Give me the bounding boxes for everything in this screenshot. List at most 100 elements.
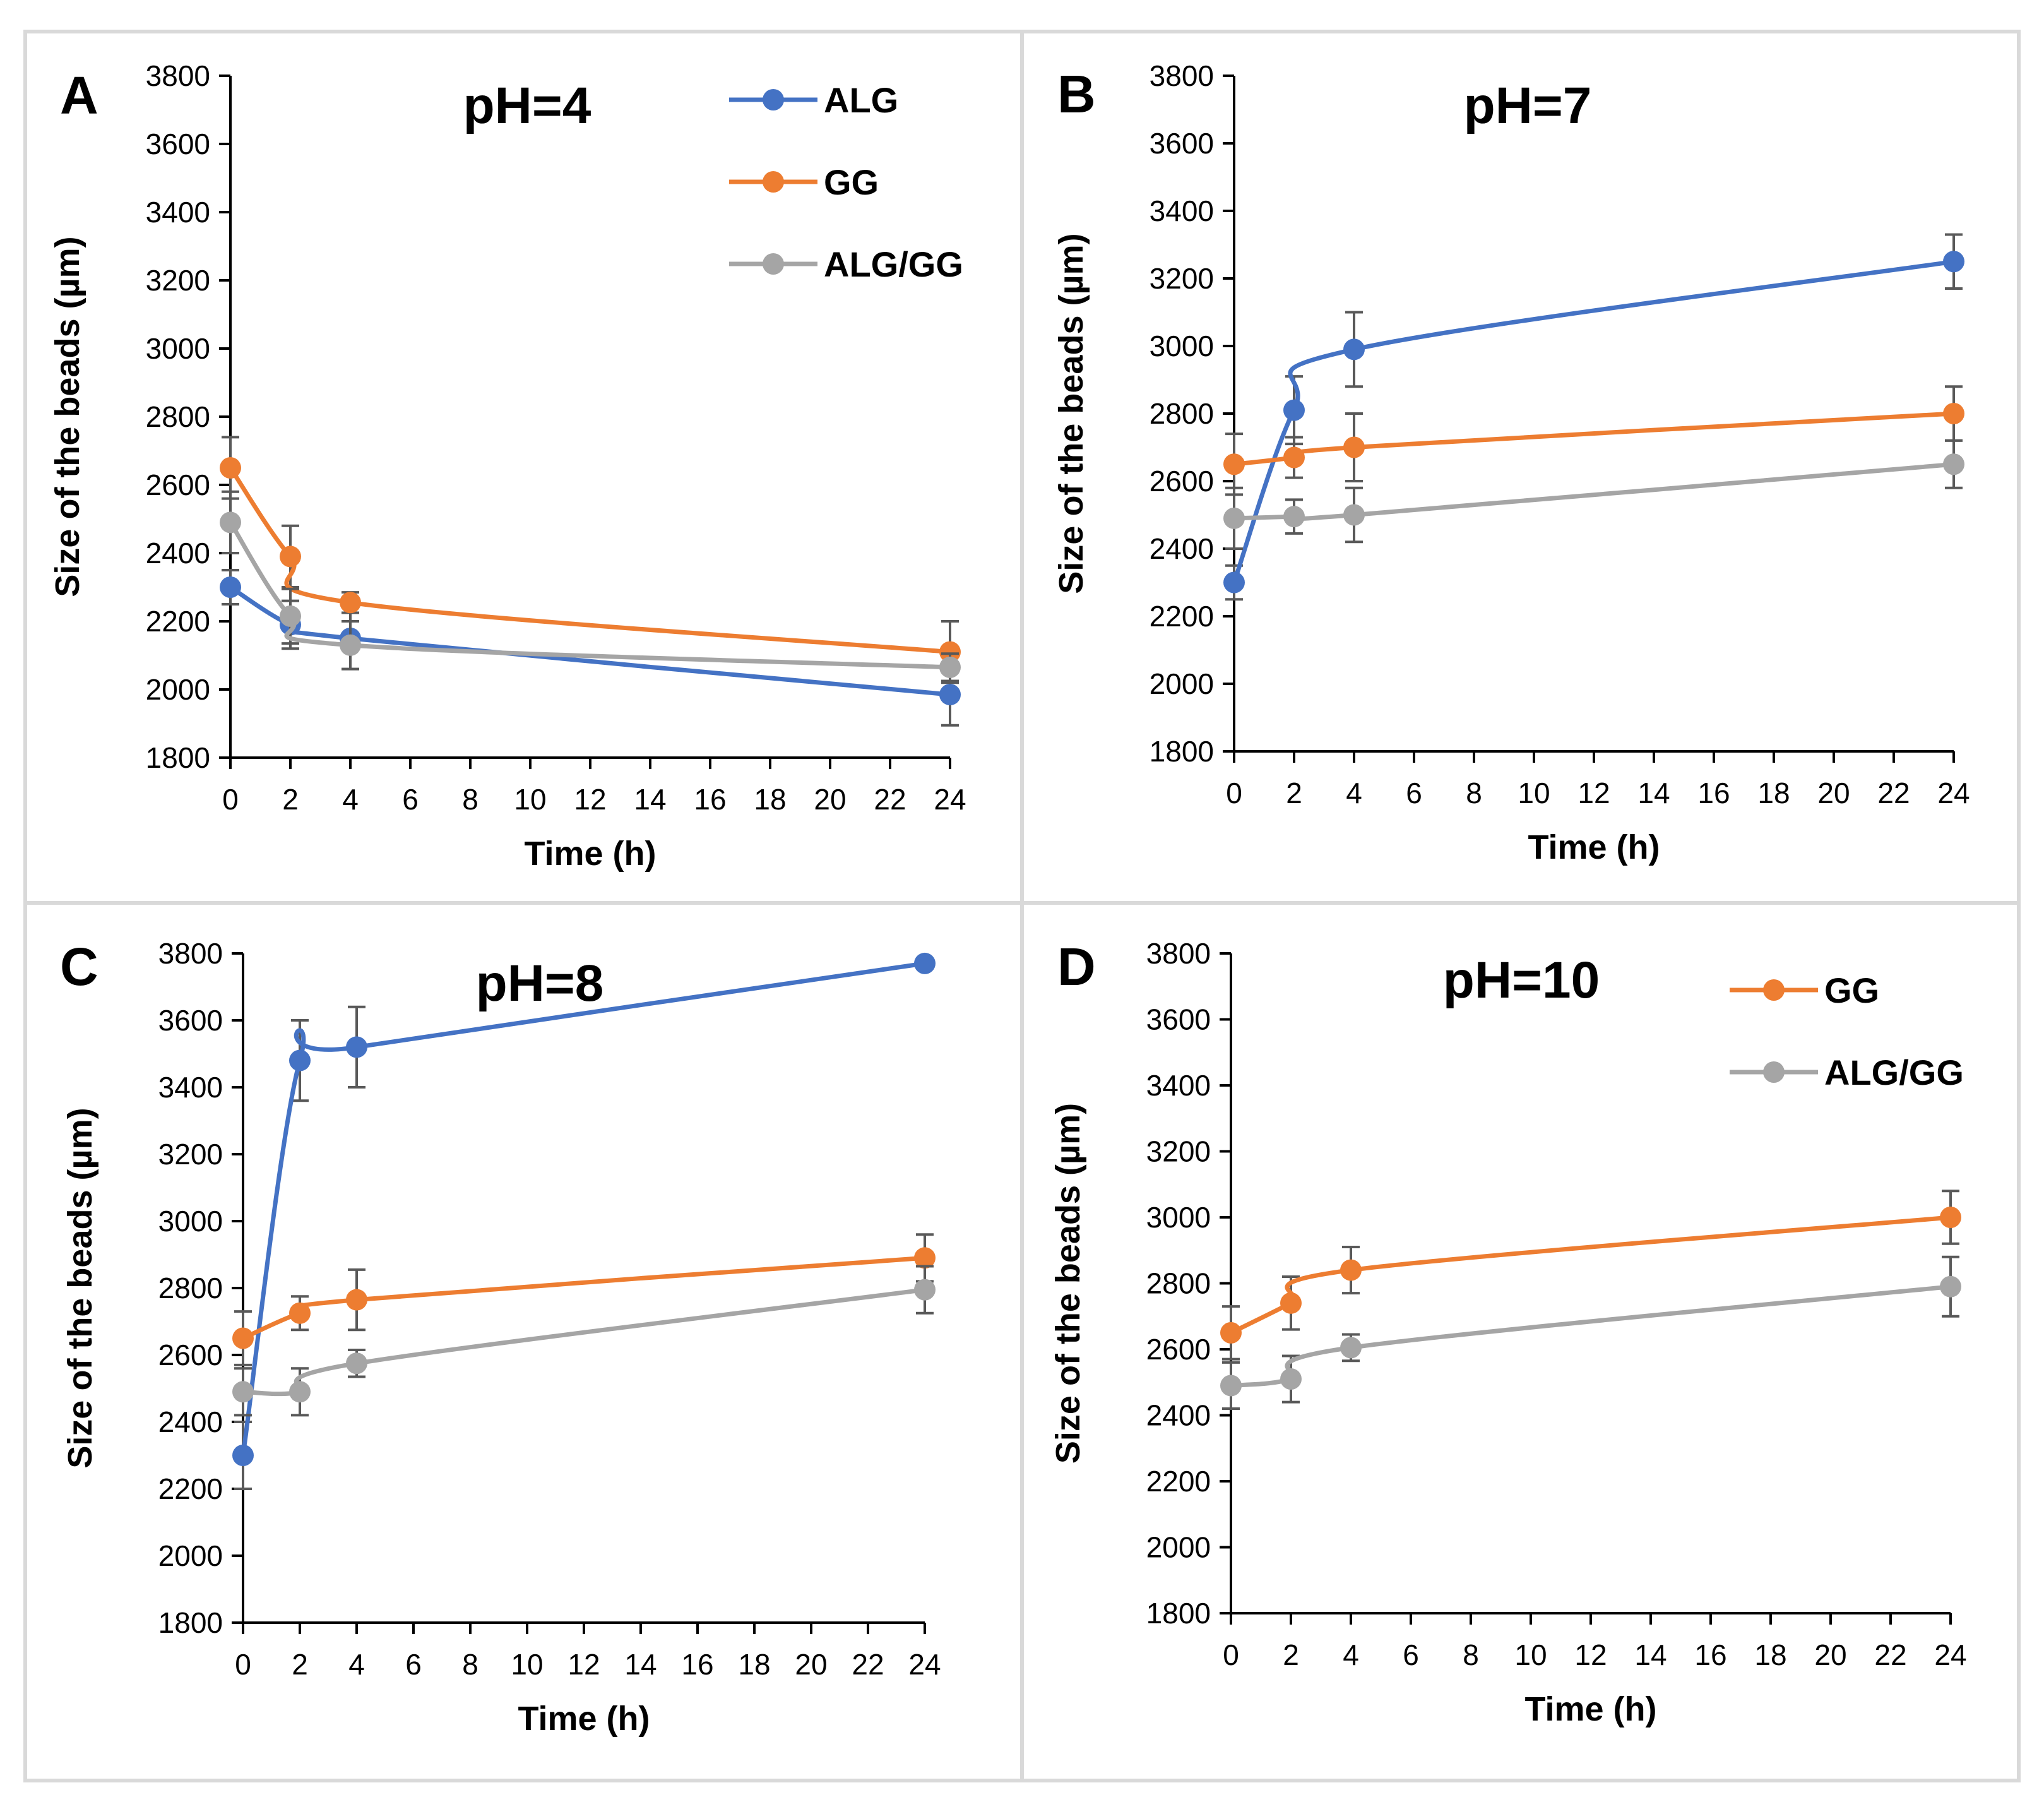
panel-a-x-tick-label: 0 <box>222 783 239 816</box>
panel-d-y-tick-label: 3600 <box>1146 1003 1211 1036</box>
panel-b-alg-point <box>1943 251 1964 273</box>
panel-c-alg-gg-point <box>289 1381 311 1403</box>
panel-a-x-tick-label: 8 <box>462 783 478 816</box>
panel-c-x-axis-title: Time (h) <box>518 1700 650 1738</box>
panel-b-gg-point <box>1343 436 1365 458</box>
panel-c-panel-label: C <box>60 937 98 996</box>
panel-a-y-tick-label: 3000 <box>146 332 210 365</box>
panel-a-x-tick-label: 18 <box>754 783 786 816</box>
panel-d-y-tick-label: 3800 <box>1146 937 1211 970</box>
panel-a-x-tick-label: 12 <box>574 783 606 816</box>
panel-c-gg-point <box>346 1289 367 1311</box>
panel-a-alg-gg-point <box>280 605 301 627</box>
panel-c-y-tick-label: 3000 <box>158 1205 223 1238</box>
panel-a-y-tick-label: 1800 <box>146 741 210 774</box>
panel-c-x-tick-label: 2 <box>292 1648 308 1681</box>
panel-d-y-tick-label: 3000 <box>1146 1201 1211 1234</box>
panel-a-alg-gg-point <box>939 656 961 678</box>
panel-a-legend-alg-gg-label: ALG/GG <box>824 244 963 284</box>
panel-a-alg-point <box>939 684 961 706</box>
panel-c-y-tick-label: 3400 <box>158 1071 223 1104</box>
panel-d-x-tick-label: 24 <box>1934 1638 1966 1671</box>
panel-a-x-tick-label: 14 <box>634 783 666 816</box>
panel-b-alg-point <box>1343 338 1365 361</box>
panel-a-legend-alg-label: ALG <box>824 80 898 120</box>
panel-b-y-tick-label: 2000 <box>1150 667 1214 700</box>
panel-d-y-tick-label: 3200 <box>1146 1135 1211 1168</box>
panel-d-gg-point <box>1280 1292 1302 1314</box>
panel-a-alg-gg-line <box>229 521 951 670</box>
panel-d-legend-gg-label: GG <box>1824 970 1879 1010</box>
panel-a-x-tick-label: 22 <box>874 783 906 816</box>
panel-c-y-tick-label: 2000 <box>158 1539 223 1572</box>
panel-c-x-tick-label: 12 <box>567 1648 600 1681</box>
panel-c-x-tick-label: 0 <box>235 1648 251 1681</box>
panel-d-x-tick-label: 12 <box>1574 1638 1607 1671</box>
panel-b-gg-point <box>1283 446 1305 468</box>
panel-c-alg-point <box>346 1036 367 1058</box>
panel-d-x-tick-label: 8 <box>1463 1638 1479 1671</box>
panel-b-y-tick-label: 3000 <box>1150 330 1214 362</box>
panel-c-x-tick-label: 14 <box>624 1648 657 1681</box>
panel-a-y-tick-label: 3800 <box>146 59 210 92</box>
panel-c-y-tick-label: 3800 <box>158 937 223 970</box>
panel-b-gg-point <box>1223 453 1245 475</box>
panel-c-alg-line <box>241 961 925 1456</box>
panel-a-panel-label: A <box>60 66 98 125</box>
panel-b-title: pH=7 <box>1464 77 1592 134</box>
panel-b-y-tick-label: 2600 <box>1150 465 1214 498</box>
panel-c-alg-point <box>914 952 936 974</box>
panel-d-panel-label: D <box>1057 937 1096 996</box>
panel-c-alg-gg-point <box>346 1352 367 1375</box>
panel-c-y-tick-label: 2600 <box>158 1339 223 1371</box>
panel-c-x-tick-label: 24 <box>908 1648 941 1681</box>
panel-a-y-tick-label: 2200 <box>146 605 210 638</box>
panel-b-x-tick-label: 10 <box>1518 777 1550 809</box>
panel-a-title: pH=4 <box>463 77 591 134</box>
panel-d-gg-point <box>1340 1259 1362 1281</box>
panel-b-y-tick-label: 3800 <box>1150 59 1214 92</box>
panel-d-alg-gg-point <box>1340 1337 1362 1359</box>
panel-b-alg-gg-point <box>1343 504 1365 526</box>
panel-d-alg-gg-point <box>1220 1375 1242 1397</box>
panel-d-y-tick-label: 2200 <box>1146 1465 1211 1498</box>
panel-d-x-tick-label: 18 <box>1754 1638 1786 1671</box>
panel-a-gg-point <box>280 546 301 568</box>
panel-a-x-tick-label: 20 <box>814 783 846 816</box>
panel-c-x-tick-label: 4 <box>348 1648 365 1681</box>
panel-a-y-tick-label: 3600 <box>146 128 210 160</box>
panel-c-x-tick-label: 6 <box>405 1648 422 1681</box>
panel-a-alg-point <box>220 576 241 598</box>
panel-c-gg-point <box>232 1327 254 1349</box>
panel-c-y-tick-label: 2400 <box>158 1405 223 1438</box>
panel-b-y-tick-label: 1800 <box>1150 735 1214 768</box>
panel-a-gg-line <box>229 467 951 655</box>
panel-c-x-tick-label: 16 <box>681 1648 713 1681</box>
panel-d-x-tick-label: 16 <box>1694 1638 1726 1671</box>
panel-d-alg-gg-point <box>1940 1275 1961 1298</box>
panel-a-legend-alg-marker <box>763 89 784 110</box>
panel-d-x-tick-label: 10 <box>1514 1638 1547 1671</box>
panel-a-gg-point <box>340 592 361 614</box>
panel-d-legend-gg-marker <box>1763 979 1785 1001</box>
panel-a-alg-gg-point <box>220 511 241 534</box>
panel-c-x-tick-label: 18 <box>738 1648 770 1681</box>
panel-a-y-tick-label: 2600 <box>146 468 210 501</box>
panel-c-gg-point <box>914 1247 936 1269</box>
panel-c-x-tick-label: 20 <box>795 1648 827 1681</box>
panel-d-x-tick-label: 14 <box>1634 1638 1667 1671</box>
panel-a-y-tick-label: 2800 <box>146 400 210 433</box>
panel-c-y-tick-label: 1800 <box>158 1606 223 1639</box>
panel-b-panel-label: B <box>1057 64 1096 124</box>
panel-d-y-tick-label: 2000 <box>1146 1531 1211 1564</box>
panel-b-y-tick-label: 2200 <box>1150 600 1214 633</box>
panel-d-gg-point <box>1940 1207 1961 1228</box>
panel-c-y-tick-label: 3600 <box>158 1004 223 1037</box>
panel-d-y-tick-label: 1800 <box>1146 1597 1211 1630</box>
panel-b-y-tick-label: 2800 <box>1150 397 1214 430</box>
panel-b-alg-line <box>1232 259 1954 583</box>
panel-a-legend-alg-gg-marker <box>763 253 784 275</box>
panel-d-x-axis-title: Time (h) <box>1524 1690 1656 1728</box>
panel-b-x-tick-label: 6 <box>1406 777 1422 809</box>
panel-d-alg-gg-point <box>1280 1368 1302 1390</box>
